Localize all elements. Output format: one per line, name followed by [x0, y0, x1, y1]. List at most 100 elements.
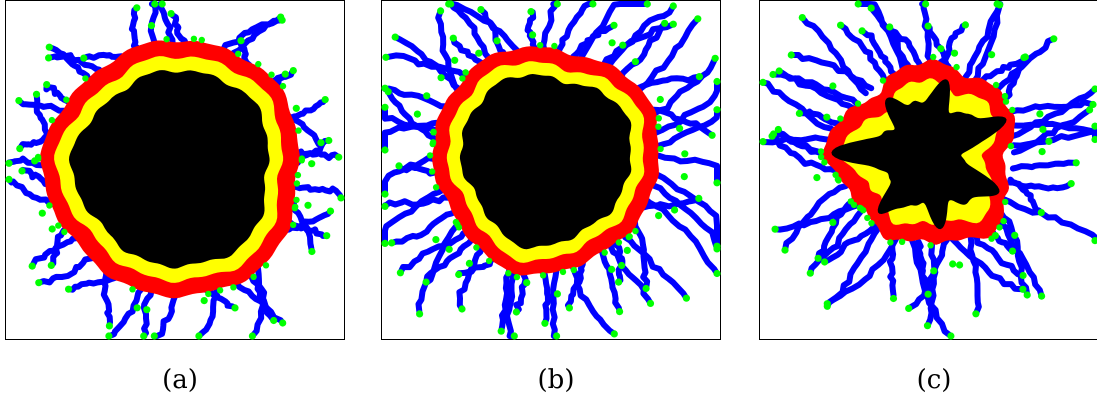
polymer-chain	[549, 259, 560, 339]
chain-end-bead	[759, 138, 767, 146]
polymer-chain	[824, 224, 882, 310]
chain-end-bead	[1036, 110, 1044, 118]
chain-end-bead	[829, 82, 837, 90]
chain-end-bead	[681, 150, 689, 158]
chain-end-bead	[47, 261, 55, 269]
chain-end-bead	[631, 58, 639, 66]
chain-end-bead	[80, 54, 88, 62]
chain-end-bead	[988, 51, 996, 59]
chain-end-bead	[610, 330, 618, 338]
chain-end-bead	[886, 23, 894, 31]
chain-end-bead	[428, 168, 436, 175]
polymer-chain	[618, 228, 690, 302]
chain-end-bead	[775, 67, 783, 75]
polymer-chain	[554, 1, 596, 57]
chain-end-bead	[553, 290, 561, 298]
chain-end-bead	[551, 42, 558, 50]
polymer-chain	[964, 229, 982, 317]
chain-end-bead	[133, 4, 141, 12]
chain-end-bead	[713, 106, 721, 114]
chain-end-bead	[821, 159, 828, 166]
chain-end-bead	[615, 239, 623, 246]
chain-end-bead	[449, 34, 457, 42]
chain-end-bead	[1091, 122, 1097, 130]
chain-end-bead	[198, 36, 205, 44]
chain-end-bead	[513, 273, 521, 281]
chain-end-bead	[847, 198, 854, 205]
chain-end-bead	[455, 224, 463, 231]
polymer-chains	[382, 1, 720, 339]
chain-end-bead	[163, 36, 170, 43]
chain-end-bead	[537, 42, 544, 49]
chain-end-bead	[608, 39, 616, 47]
chain-end-bead	[140, 332, 148, 340]
polymer-chain	[760, 79, 846, 137]
chain-end-bead	[813, 174, 821, 182]
chain-end-bead	[539, 272, 547, 279]
chain-end-bead	[429, 139, 437, 146]
chain-end-bead	[195, 332, 203, 340]
chain-end-bead	[656, 95, 664, 104]
chain-end-bead	[326, 207, 335, 215]
chain-end-bead	[268, 71, 275, 78]
polymer-chain	[641, 55, 719, 125]
chain-end-bead	[35, 279, 43, 287]
chain-end-bead	[713, 77, 721, 86]
chain-end-bead	[451, 56, 459, 64]
polymer-chain	[1010, 122, 1097, 149]
chain-end-bead	[1091, 237, 1097, 245]
chain-end-bead	[610, 21, 618, 29]
chain-end-bead	[924, 22, 932, 30]
chain-end-bead	[5, 159, 13, 167]
chain-end-bead	[949, 260, 957, 268]
chain-end-bead	[623, 246, 631, 254]
chain-end-bead	[930, 53, 937, 61]
polymer-chain	[568, 256, 618, 337]
polymer-chain	[596, 245, 623, 315]
chain-end-bead	[432, 236, 440, 244]
chain-end-bead	[485, 257, 493, 265]
chain-end-bead	[396, 269, 404, 277]
chain-end-bead	[956, 261, 964, 269]
polymer-chain	[100, 264, 113, 329]
chain-end-bead	[837, 21, 845, 29]
chain-end-bead	[694, 15, 702, 23]
chain-end-bead	[669, 2, 677, 10]
polymer-chain	[645, 179, 720, 252]
chain-end-bead	[559, 268, 567, 276]
chain-end-bead	[430, 129, 437, 136]
chain-end-bead	[237, 37, 245, 45]
chain-end-bead	[18, 167, 26, 175]
chain-end-bead	[961, 21, 969, 29]
polymer-chain	[603, 240, 654, 307]
polymer-chain	[291, 148, 342, 162]
chain-end-bead	[713, 179, 721, 187]
polymer-chain	[1008, 86, 1097, 140]
chain-end-bead	[646, 299, 655, 307]
chain-end-bead	[250, 273, 257, 281]
chain-end-bead	[1019, 285, 1027, 293]
polymer-chain	[382, 153, 444, 198]
chain-end-bead	[437, 7, 445, 15]
chain-end-bead	[381, 239, 389, 247]
polymer-chain	[807, 208, 864, 277]
chain-end-bead	[381, 190, 389, 198]
chain-end-bead	[43, 81, 51, 89]
figure-panel-b: (b)	[381, 0, 731, 414]
chain-end-bead	[105, 332, 113, 340]
chain-end-bead	[216, 287, 224, 294]
polymer-chain	[868, 5, 913, 73]
polymer-chain	[445, 1, 526, 59]
polymer-chain	[788, 52, 875, 92]
polymer-chain	[45, 52, 105, 76]
chain-end-bead	[133, 304, 141, 312]
chain-end-bead	[290, 221, 297, 228]
chain-end-bead	[527, 8, 535, 16]
chain-end-bead	[422, 278, 430, 286]
chain-end-bead	[711, 54, 719, 62]
chain-end-bead	[292, 104, 300, 112]
chain-end-bead	[771, 225, 779, 233]
chain-end-bead	[452, 218, 460, 226]
chain-end-bead	[337, 194, 345, 202]
chain-end-bead	[158, 0, 166, 8]
